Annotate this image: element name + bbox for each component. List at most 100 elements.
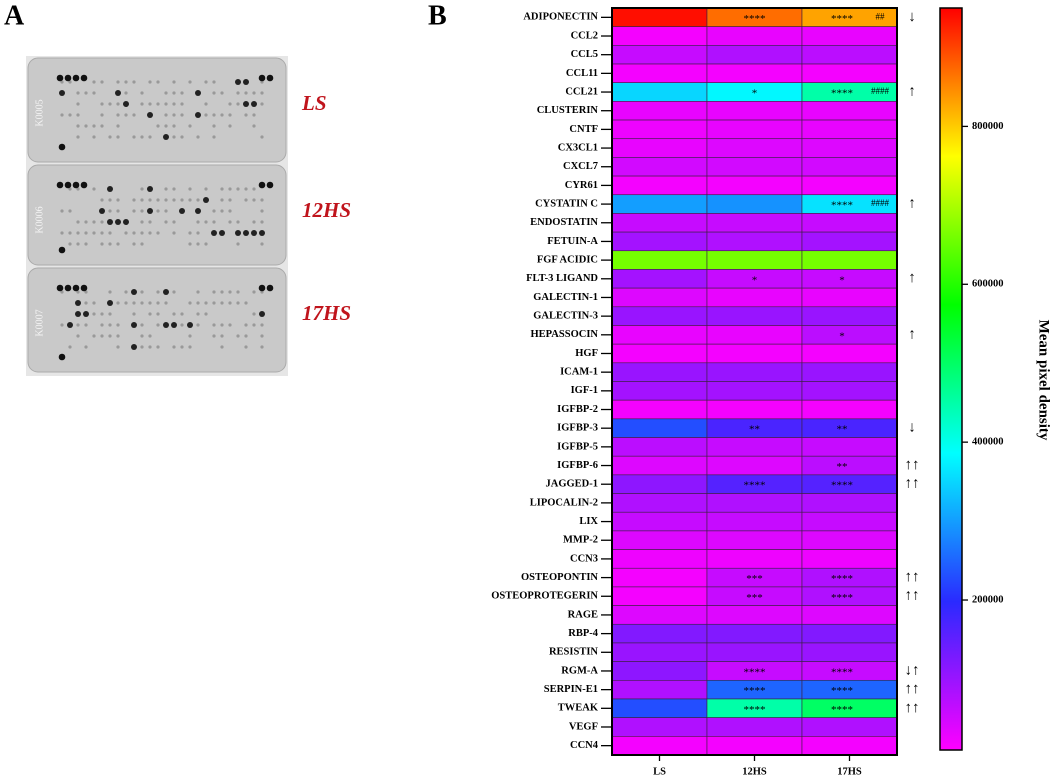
spot [243,101,249,107]
column-label: 17HS [837,766,862,777]
significance-hashes: #### [871,198,890,208]
spot [196,242,200,246]
heatmap-cell [801,736,898,756]
heatmap-cell [706,119,803,140]
spot [260,345,264,349]
spot [212,220,216,224]
spot [68,113,72,117]
spot [140,187,144,191]
spot [132,198,136,202]
spot [92,135,96,139]
heatmap-cell [801,605,898,625]
spot [236,220,240,224]
significance-stars: * [752,88,758,100]
heatmap-cell [611,605,708,625]
row-label: ENDOSTATIN [530,217,598,228]
significance-stars: * [839,274,845,286]
heatmap-cell [611,269,708,289]
membrane-label: LS [301,91,327,115]
heatmap-cell [611,511,708,532]
significance-stars: **** [831,573,853,585]
spot [140,135,144,139]
spot [211,230,217,236]
reference-spot [56,284,64,292]
spot [212,209,216,213]
spot [132,231,136,235]
spot [180,91,184,95]
trend-arrow: ↑↑ [905,476,920,492]
spot [195,90,201,96]
spot [204,102,208,106]
heatmap-cell [801,623,898,644]
spot [76,113,80,117]
spot [172,80,176,84]
spot [140,102,144,106]
spot [140,242,144,246]
heatmap-cell [706,399,803,420]
heatmap-cell [706,493,803,513]
spot [148,345,152,349]
heatmap-cell [611,231,708,252]
spot [132,209,136,213]
heatmap-cell [611,399,708,420]
row-label: HEPASSOCIN [531,329,599,340]
significance-stars: ** [837,424,848,436]
reference-spot [258,181,266,189]
heatmap-cell [706,138,803,158]
row-label: OSTEOPONTIN [521,572,598,583]
significance-hashes: #### [871,86,890,96]
spot [220,113,224,117]
spot [115,90,121,96]
spot [188,187,192,191]
heatmap-cell [611,250,708,270]
spot [260,220,264,224]
heatmap-cell [706,213,803,233]
spot [100,312,104,316]
spot [180,198,184,202]
spot [171,322,177,328]
spot [123,101,129,107]
spot [60,290,64,294]
spot [204,187,208,191]
row-label: MMP-2 [563,535,598,546]
membrane [27,267,287,373]
trend-arrow: ↑ [908,196,916,212]
spot [220,198,224,202]
row-label: GALECTIN-1 [533,292,598,303]
heatmap-cell [611,623,708,644]
spot [251,230,257,236]
spot [100,242,104,246]
spot [212,135,216,139]
row-label: CYSTATIN C [535,198,598,209]
spot [236,242,240,246]
heatmap-cell [611,381,708,401]
spot [83,311,89,317]
spot [244,334,248,338]
trend-arrow: ↑↑ [905,681,920,697]
heatmap-cell [706,605,803,625]
spot [243,79,249,85]
spot [116,135,120,139]
spot [100,124,104,128]
spot [132,242,136,246]
spot [131,322,137,328]
spot [84,345,88,349]
spot [148,80,152,84]
heatmap-cell [801,343,898,364]
spot [92,80,96,84]
row-label: IGFBP-2 [557,404,598,415]
spot [235,79,241,85]
spot [252,113,256,117]
colorbar-tick-label: 200000 [972,594,1004,605]
significance-stars: **** [744,666,766,678]
spot [100,220,104,224]
row-label: RAGE [568,609,598,620]
reference-spot [64,284,72,292]
spot [156,345,160,349]
heatmap-cell [801,231,898,252]
reference-spot [80,181,88,189]
spot [236,290,240,294]
row-label: CX3CL1 [558,142,598,153]
spot [196,312,200,316]
spot [100,80,104,84]
